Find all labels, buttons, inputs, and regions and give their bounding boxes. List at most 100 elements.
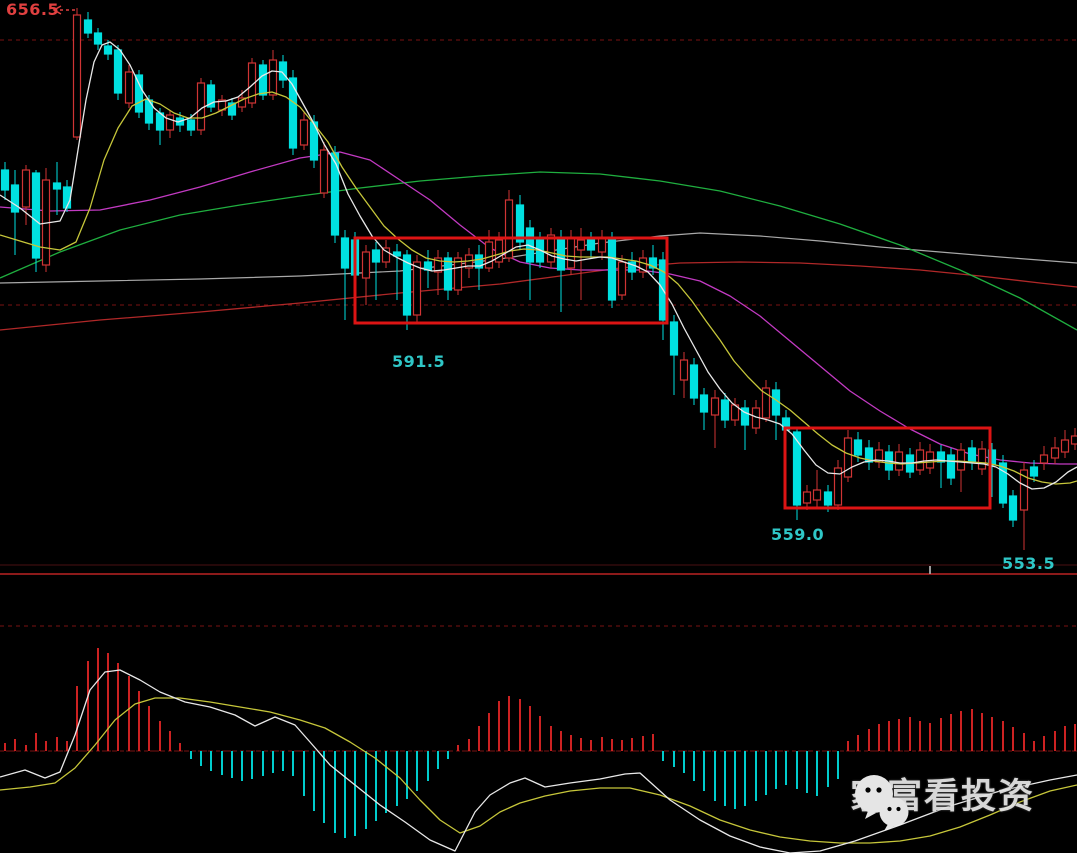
- candlestick-down: [792, 431, 802, 506]
- highlight-box: [353, 236, 669, 325]
- candlestick-up: [638, 257, 648, 273]
- candlestick-up: [915, 449, 925, 471]
- candlestick-down: [946, 454, 956, 479]
- ma-line-yellow: [0, 91, 1077, 485]
- ma-line-magenta: [0, 151, 1077, 465]
- candlestick-up: [843, 437, 853, 478]
- candlestick-down: [586, 239, 596, 251]
- candlestick-down: [0, 169, 10, 191]
- ma-line-white: [0, 41, 1077, 490]
- candlestick-up: [484, 241, 494, 269]
- macd-dea-line: [0, 697, 1077, 844]
- candlestick-up: [504, 199, 514, 259]
- candlestick-down: [864, 447, 874, 463]
- candlestick-down: [443, 257, 453, 291]
- candlestick-down: [474, 254, 484, 269]
- candlestick-up: [812, 489, 822, 501]
- candlestick-down: [740, 407, 750, 426]
- candlestick-down: [823, 491, 833, 506]
- candlestick-up: [710, 397, 720, 416]
- candlestick-down: [186, 119, 196, 131]
- candlestick-down: [93, 32, 103, 45]
- candlestick-down: [206, 84, 216, 108]
- candlestick-down: [669, 321, 679, 356]
- candlestick-up: [566, 237, 576, 269]
- candlestick-down: [31, 172, 41, 259]
- candlestick-up: [247, 62, 257, 104]
- candlestick-down: [52, 182, 62, 190]
- box1-low-price-label: 591.5: [392, 352, 446, 371]
- candlestick-down: [607, 237, 617, 301]
- final-low-price-label: 553.5: [1002, 554, 1056, 573]
- candlestick-up: [196, 82, 206, 131]
- box2-low-price-label: 559.0: [771, 525, 825, 544]
- candlestick-up: [1019, 469, 1029, 511]
- candlestick-up: [299, 119, 309, 146]
- candlestick-down: [936, 451, 946, 463]
- candlestick-up: [381, 247, 391, 263]
- candlestick-down: [998, 462, 1008, 504]
- candlestick-up: [453, 257, 463, 291]
- candlestick-down: [330, 152, 340, 236]
- candlestick-up: [237, 97, 247, 108]
- candlestick-up: [1050, 447, 1060, 459]
- highlight-box: [783, 426, 992, 510]
- candlestick-down: [720, 399, 730, 421]
- ma-line-green: [0, 171, 1077, 331]
- candlestick-down: [392, 251, 402, 257]
- candlestick-down: [103, 45, 113, 55]
- candlestick-up: [956, 449, 966, 471]
- candlestick-up: [361, 251, 371, 279]
- candlestick-up: [977, 448, 987, 470]
- ma-line-gray: [0, 232, 1077, 284]
- macd-dif-line: [0, 669, 1077, 853]
- candlestick-down: [227, 102, 237, 116]
- candlestick-up: [679, 359, 689, 381]
- candlestick-down: [258, 64, 268, 96]
- candlestick-down: [1029, 466, 1039, 477]
- wechat-icon: [855, 775, 909, 831]
- candlestick-up: [72, 14, 82, 138]
- candlestick-down: [309, 121, 319, 161]
- candlestick-down: [515, 204, 525, 243]
- candlestick-down: [402, 254, 412, 316]
- candlestick-down: [134, 74, 144, 113]
- high-arrow-head: [52, 5, 62, 15]
- candlestick-up: [21, 169, 31, 208]
- candlestick-down: [967, 447, 977, 463]
- candlestick-down: [340, 237, 350, 269]
- candlestick-up: [761, 387, 771, 419]
- ma-line-red: [0, 261, 1077, 331]
- candlestick-up: [319, 149, 329, 194]
- candlestick-up: [617, 261, 627, 296]
- candlestick-up: [1060, 439, 1070, 453]
- candlestick-down: [371, 249, 381, 263]
- watermark: 家富看投资: [850, 768, 1035, 831]
- candlestick-up: [165, 114, 175, 131]
- candlestick-down: [699, 394, 709, 413]
- candlestick-up: [597, 237, 607, 253]
- candlestick-up: [1070, 435, 1077, 445]
- candlestick-down: [278, 61, 288, 81]
- candlestick-down: [10, 184, 20, 213]
- candlestick-down: [288, 77, 298, 149]
- candlestick-up: [124, 71, 134, 104]
- candlestick-up: [268, 59, 278, 96]
- candlestick-up: [494, 239, 504, 263]
- candlestick-up: [833, 467, 843, 506]
- candlestick-down: [627, 261, 637, 273]
- candlestick-down: [648, 257, 658, 269]
- candlestick-up: [576, 239, 586, 251]
- high-price-label: 656.5: [6, 0, 60, 19]
- candlestick-up: [433, 257, 443, 273]
- candlestick-up: [894, 451, 904, 471]
- candlestick-down: [83, 19, 93, 34]
- candlestick-down: [853, 439, 863, 456]
- candlestick-down: [1008, 495, 1018, 521]
- candlestick-up: [802, 491, 812, 504]
- candlestick-up: [1039, 454, 1049, 464]
- candlestick-up: [412, 261, 422, 316]
- candlestick-up: [546, 234, 556, 263]
